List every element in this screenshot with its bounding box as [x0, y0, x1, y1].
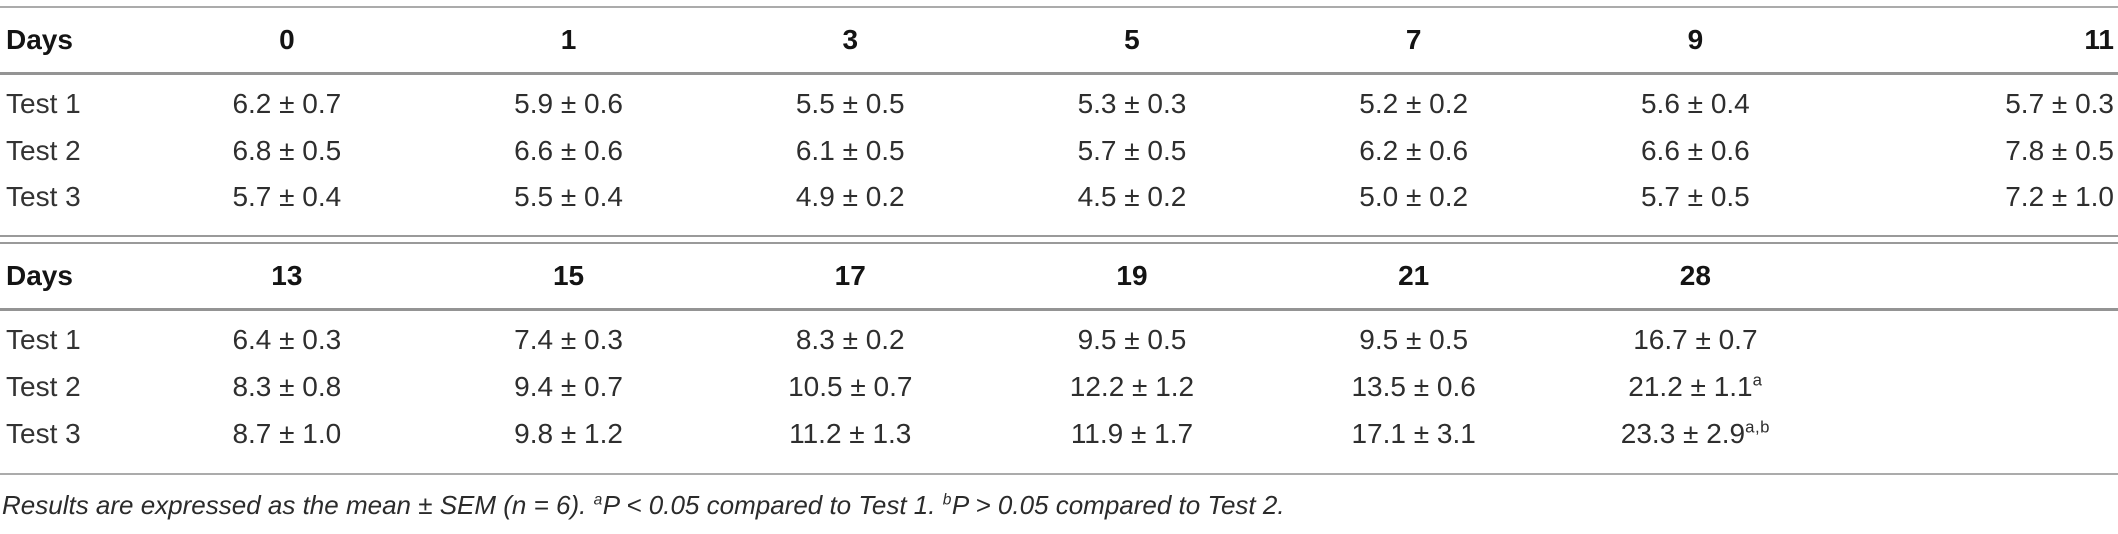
- value-cell: 9.5 ± 0.5: [1077, 323, 1187, 355]
- value-cell: 5.5 ± 0.4: [514, 181, 623, 213]
- value-cell: 5.7 ± 0.5: [1077, 134, 1187, 166]
- day-column-header: 19: [991, 243, 1273, 311]
- day-column-header: 15: [427, 243, 710, 311]
- value-cell: 21.2 ± 1.1a: [1555, 364, 1837, 411]
- value-cell: 6.2 ± 0.7: [232, 87, 342, 119]
- value-cell: 17.1 ± 3.1: [1351, 417, 1476, 449]
- significance-superscript: a,b: [1745, 417, 1770, 437]
- value-cell: 8.3 ± 0.8: [232, 370, 342, 402]
- value-cell: 8.3 ± 0.2: [795, 323, 905, 355]
- value-cell: 4.5 ± 0.2: [1077, 181, 1187, 213]
- row-label: Test 2: [6, 134, 81, 166]
- table-footnote: Results are expressed as the mean ± SEM …: [0, 473, 2118, 533]
- value-cell: 9.5 ± 0.5: [1359, 323, 1469, 355]
- value-cell: 11.2 ± 1.3: [789, 417, 912, 449]
- value-cell: 5.3 ± 0.3: [1077, 87, 1187, 119]
- value-text: 21.2 ± 1.1: [1628, 370, 1753, 402]
- value-cell: 4.9 ± 0.2: [795, 181, 905, 213]
- value-cell: 5.2 ± 0.2: [1359, 87, 1469, 119]
- day-column-header: 9: [1554, 7, 1837, 75]
- value-cell: 12.2 ± 1.2: [1069, 370, 1195, 402]
- days-table-block-1: Days 0 1 3 5 7 9 11 Test 1 6.2 ± 0.7 5.9 ± 0.6 5.5…: [0, 6, 2118, 238]
- table-row: Test 3 8.7 ± 1.0 9.8 ± 1.2 11.2 ± 1.3 11.9 ±…: [0, 411, 2118, 472]
- value-cell: [1836, 309, 2118, 363]
- footnote-text: P < 0.05 compared to Test 1.: [602, 490, 943, 521]
- day-column-header: 3: [709, 7, 992, 75]
- footnote-text: P > 0.05 compared to Test 2.: [951, 490, 1285, 521]
- day-column-header: 0: [146, 7, 428, 75]
- value-cell: 16.7 ± 0.7: [1633, 323, 1758, 355]
- value-cell: 5.7 ± 0.5: [1640, 181, 1750, 213]
- days-header-label: Days: [0, 7, 146, 75]
- days-header-label: Days: [0, 243, 146, 311]
- row-label: Test 1: [6, 323, 81, 355]
- value-cell: 5.0 ± 0.2: [1359, 181, 1469, 213]
- value-cell: 6.6 ± 0.6: [514, 134, 623, 166]
- row-label: Test 3: [6, 181, 81, 213]
- value-cell: 5.5 ± 0.5: [795, 87, 905, 119]
- value-cell: 5.6 ± 0.4: [1640, 87, 1750, 119]
- value-cell: 6.2 ± 0.6: [1359, 134, 1469, 166]
- header-row: Days 13 15 17 19 21 28: [0, 243, 2118, 311]
- value-text: 23.3 ± 2.9: [1620, 417, 1746, 449]
- value-cell: 9.8 ± 1.2: [514, 417, 623, 449]
- table-body: Test 1 6.4 ± 0.3 7.4 ± 0.3 8.3 ± 0.2 9.5 ± 0…: [0, 309, 2118, 471]
- value-cell: 13.5 ± 0.6: [1351, 370, 1476, 402]
- value-cell: 7.4 ± 0.3: [514, 323, 623, 355]
- footnote-text: Results are expressed as the mean ± SEM …: [2, 490, 594, 521]
- table-header: Days 13 15 17 19 21 28: [0, 243, 2118, 311]
- value-cell: 11.9 ± 1.7: [1070, 417, 1194, 449]
- table-header: Days 0 1 3 5 7 9 11: [0, 7, 2118, 75]
- day-column-header: 21: [1272, 243, 1555, 311]
- value-cell: 6.8 ± 0.5: [232, 134, 342, 166]
- table-row: Test 2 6.8 ± 0.5 6.6 ± 0.6 6.1 ± 0.5 5.7 ± 0…: [0, 128, 2118, 175]
- value-cell: 5.7 ± 0.4: [232, 181, 342, 213]
- value-cell: 9.4 ± 0.7: [514, 370, 623, 402]
- day-column-header: 28: [1554, 243, 1837, 311]
- day-column-header: 17: [709, 243, 992, 311]
- footnote-superscript: b: [942, 491, 952, 509]
- footnote-superscript: a: [593, 491, 603, 509]
- value-cell: [1836, 364, 2118, 411]
- table-body: Test 1 6.2 ± 0.7 5.9 ± 0.6 5.5 ± 0.5 5.3 ± 0…: [0, 73, 2118, 236]
- value-cell: 6.6 ± 0.6: [1640, 134, 1750, 166]
- day-column-header: 11: [1836, 7, 2118, 75]
- table-row: Test 1 6.2 ± 0.7 5.9 ± 0.6 5.5 ± 0.5 5.3 ± 0…: [0, 73, 2118, 127]
- row-label: Test 3: [6, 417, 81, 449]
- row-label: Test 1: [6, 87, 81, 119]
- value-cell: 7.8 ± 0.5: [2005, 134, 2114, 166]
- table-row: Test 3 5.7 ± 0.4 5.5 ± 0.4 4.9 ± 0.2 4.5 ± 0…: [0, 174, 2118, 236]
- value-cell: 5.7 ± 0.3: [2005, 87, 2114, 119]
- value-cell: [1836, 411, 2118, 472]
- value-cell: 5.9 ± 0.6: [514, 87, 623, 119]
- value-cell: 6.4 ± 0.3: [232, 323, 342, 355]
- significance-superscript: a: [1752, 370, 1763, 390]
- value-cell: 8.7 ± 1.0: [232, 417, 342, 449]
- value-cell: 7.2 ± 1.0: [2005, 181, 2114, 213]
- days-table-block-2: Days 13 15 17 19 21 28 Test 1 6.4 ± 0.3 7.4 ± 0.…: [0, 242, 2118, 471]
- value-cell: 10.5 ± 0.7: [788, 370, 913, 402]
- table-row: Test 2 8.3 ± 0.8 9.4 ± 0.7 10.5 ± 0.7 12.2 ±…: [0, 364, 2118, 411]
- table-row: Test 1 6.4 ± 0.3 7.4 ± 0.3 8.3 ± 0.2 9.5 ± 0…: [0, 309, 2118, 363]
- header-row: Days 0 1 3 5 7 9 11: [0, 7, 2118, 75]
- day-column-header: 5: [991, 7, 1273, 75]
- row-label: Test 2: [6, 370, 81, 402]
- day-column-header: [1836, 243, 2118, 311]
- value-cell: 6.1 ± 0.5: [795, 134, 905, 166]
- value-cell: 23.3 ± 2.9a,b: [1555, 411, 1837, 472]
- day-column-header: 7: [1272, 7, 1555, 75]
- day-column-header: 13: [146, 243, 428, 311]
- day-column-header: 1: [427, 7, 710, 75]
